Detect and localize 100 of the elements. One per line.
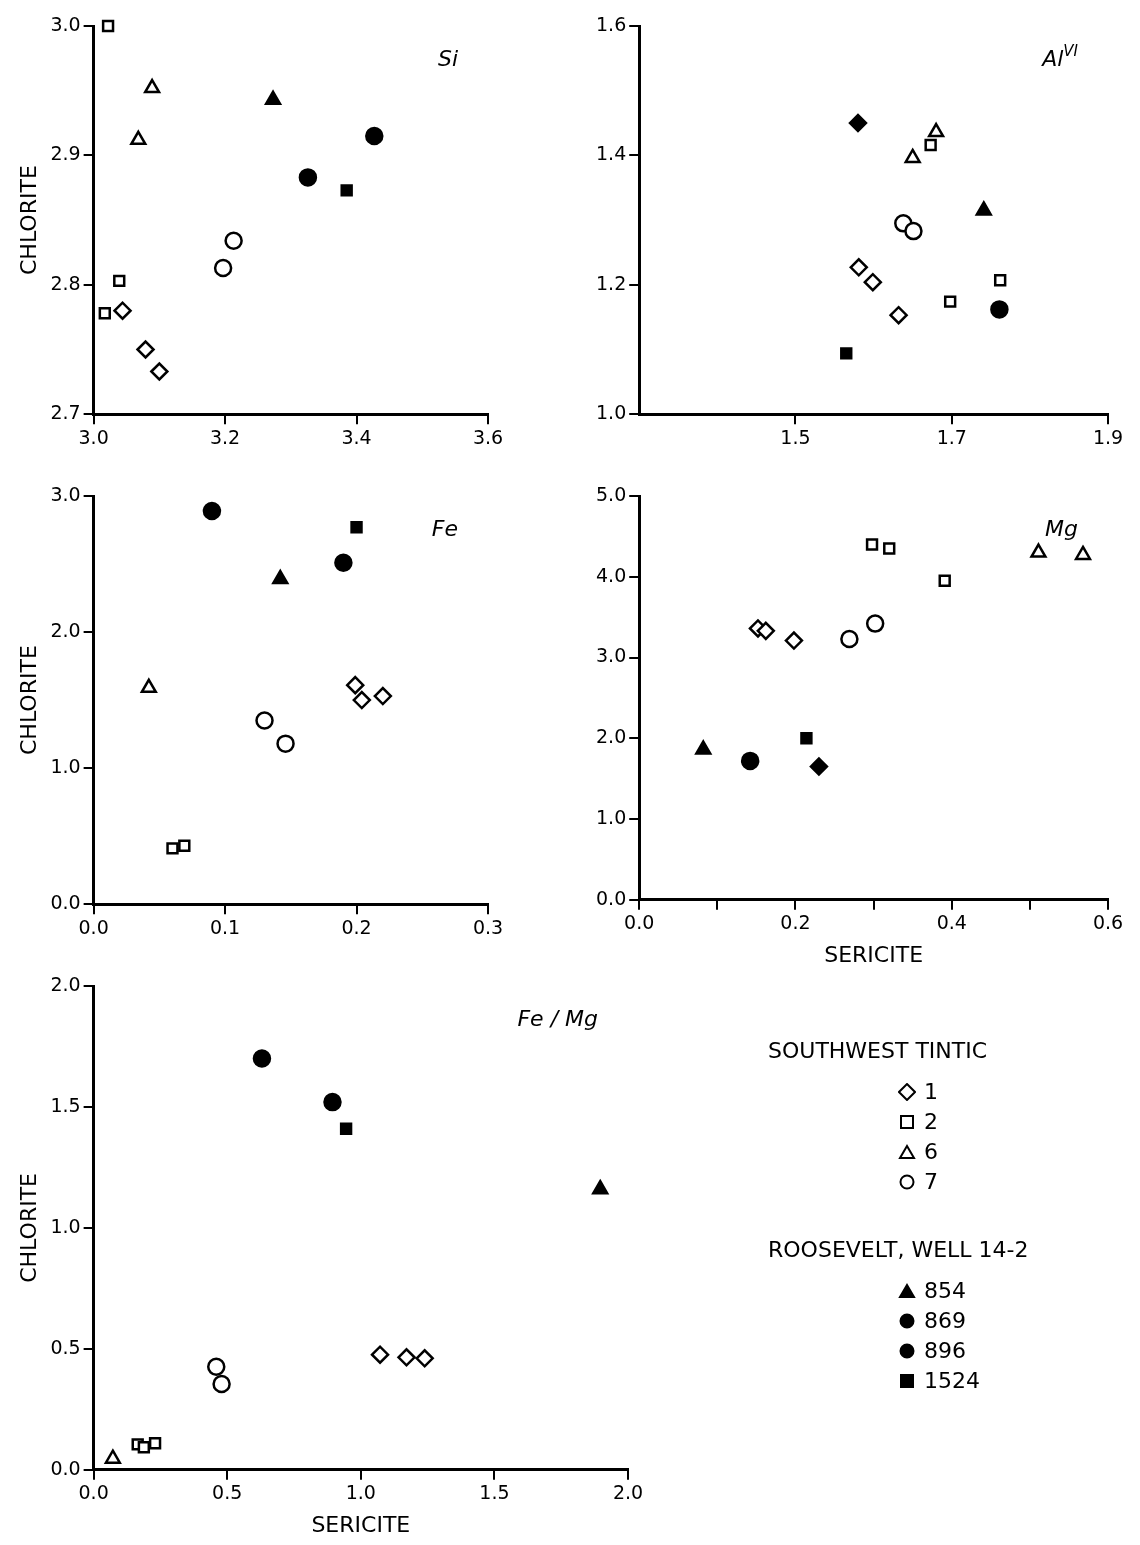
point: [848, 113, 868, 133]
y-tick-label: 1.0: [50, 1214, 81, 1237]
y-tick-label: 3.0: [50, 12, 81, 35]
y-tick-label: 1.0: [50, 755, 81, 778]
point: [140, 678, 158, 694]
x-axis-title: SERICITE: [311, 1511, 411, 1537]
x-tick-label: 3.2: [209, 425, 241, 448]
y-tick-label: 1.0: [596, 805, 627, 828]
point: [990, 300, 1009, 319]
x-tick-label: 3.6: [472, 425, 504, 448]
point: [365, 126, 384, 146]
x-tick-label: 1.9: [1092, 425, 1124, 448]
y-axis-title: CHLORITE: [15, 1172, 41, 1283]
x-tick-label: 0.4: [936, 911, 967, 934]
y-tick-label: 0.0: [50, 891, 81, 914]
x-tick-label: 0.0: [78, 915, 109, 938]
y-tick-label: 3.0: [50, 482, 81, 505]
point: [113, 274, 126, 288]
point: [323, 1092, 342, 1112]
point: [865, 614, 885, 633]
x-tick-label: 0.2: [780, 911, 811, 934]
y-tick-label: 2.0: [596, 725, 627, 748]
text: Fe / Mg: [517, 1006, 599, 1031]
point: [938, 574, 951, 587]
x-tick-label: 3.4: [341, 425, 372, 448]
y-tick-label: 1.5: [50, 1093, 81, 1116]
legend-label: 854: [924, 1277, 966, 1305]
y-tick-label: 2.7: [50, 401, 81, 424]
x-tick-label: 0.3: [472, 915, 504, 938]
x-tick-label: 3.0: [78, 425, 109, 448]
point: [272, 569, 289, 585]
x-tick-label: 1.5: [479, 1481, 510, 1504]
legend-label: 1: [924, 1078, 938, 1106]
x-tick-label: 0.1: [209, 915, 241, 938]
point: [334, 553, 353, 572]
point: [924, 138, 937, 152]
text: Fe: [431, 516, 459, 541]
point: [101, 19, 115, 33]
legend-label: 896: [924, 1337, 966, 1365]
point: [150, 362, 169, 381]
point: [255, 711, 274, 730]
point: [784, 631, 804, 650]
point: [927, 122, 945, 138]
y-tick-label: 0.5: [50, 1335, 81, 1358]
text: Si: [437, 46, 458, 71]
point: [264, 90, 282, 106]
text: ROOSEVELT, WELL 14-2: [768, 1237, 1029, 1262]
legend-label: 1524: [924, 1367, 980, 1395]
point: [1030, 543, 1047, 558]
point: [137, 1441, 151, 1454]
point: [993, 274, 1007, 287]
point: [178, 839, 191, 852]
point: [370, 1345, 390, 1364]
y-tick-label: 1.0: [596, 401, 627, 424]
point: [904, 221, 923, 241]
point: [840, 347, 853, 360]
point: [143, 78, 161, 94]
point: [975, 201, 992, 216]
y-tick-label: 2.9: [50, 142, 81, 165]
point: [298, 168, 318, 187]
x-tick-label: 1.5: [780, 425, 811, 448]
point: [809, 757, 829, 776]
legend-label: 2: [924, 1108, 938, 1136]
y-tick-label: 1.6: [596, 12, 627, 35]
y-tick-label: 5.0: [596, 482, 627, 505]
x-tick-label: 0.6: [1092, 911, 1124, 934]
y-tick-label: 2.8: [50, 271, 81, 294]
point: [1074, 545, 1092, 561]
legend-label: 869: [924, 1307, 966, 1335]
x-tick-label: 1.0: [345, 1481, 376, 1504]
legend-label: 6: [924, 1138, 938, 1166]
point: [350, 521, 363, 534]
y-tick-label: 2.0: [50, 972, 81, 995]
point: [889, 305, 908, 325]
point: [113, 301, 132, 320]
point: [740, 751, 760, 771]
point: [756, 621, 776, 641]
x-tick-label: 2.0: [612, 1481, 644, 1504]
point: [136, 340, 155, 359]
point: [904, 148, 921, 164]
y-tick-label: 0.0: [50, 1456, 81, 1479]
x-tick-label: 1.7: [936, 425, 967, 448]
x-tick-label: 0.0: [78, 1481, 109, 1504]
point: [339, 1122, 353, 1135]
point: [863, 272, 883, 292]
point: [397, 1348, 416, 1367]
point: [352, 690, 372, 710]
x-tick-label: 0.0: [624, 911, 655, 934]
legend-label: 7: [924, 1168, 938, 1196]
y-tick-label: 0.0: [596, 886, 627, 909]
y-tick-label: 1.4: [596, 142, 627, 165]
point: [800, 732, 813, 745]
y-tick-label: 1.2: [596, 271, 627, 294]
x-tick-label: 0.5: [212, 1481, 243, 1504]
point: [943, 295, 957, 308]
y-tick-label: 4.0: [596, 563, 627, 586]
point: [840, 629, 859, 649]
text: SOUTHWEST TINTIC: [768, 1038, 989, 1063]
point: [345, 675, 365, 695]
y-tick-label: 3.0: [596, 644, 627, 667]
